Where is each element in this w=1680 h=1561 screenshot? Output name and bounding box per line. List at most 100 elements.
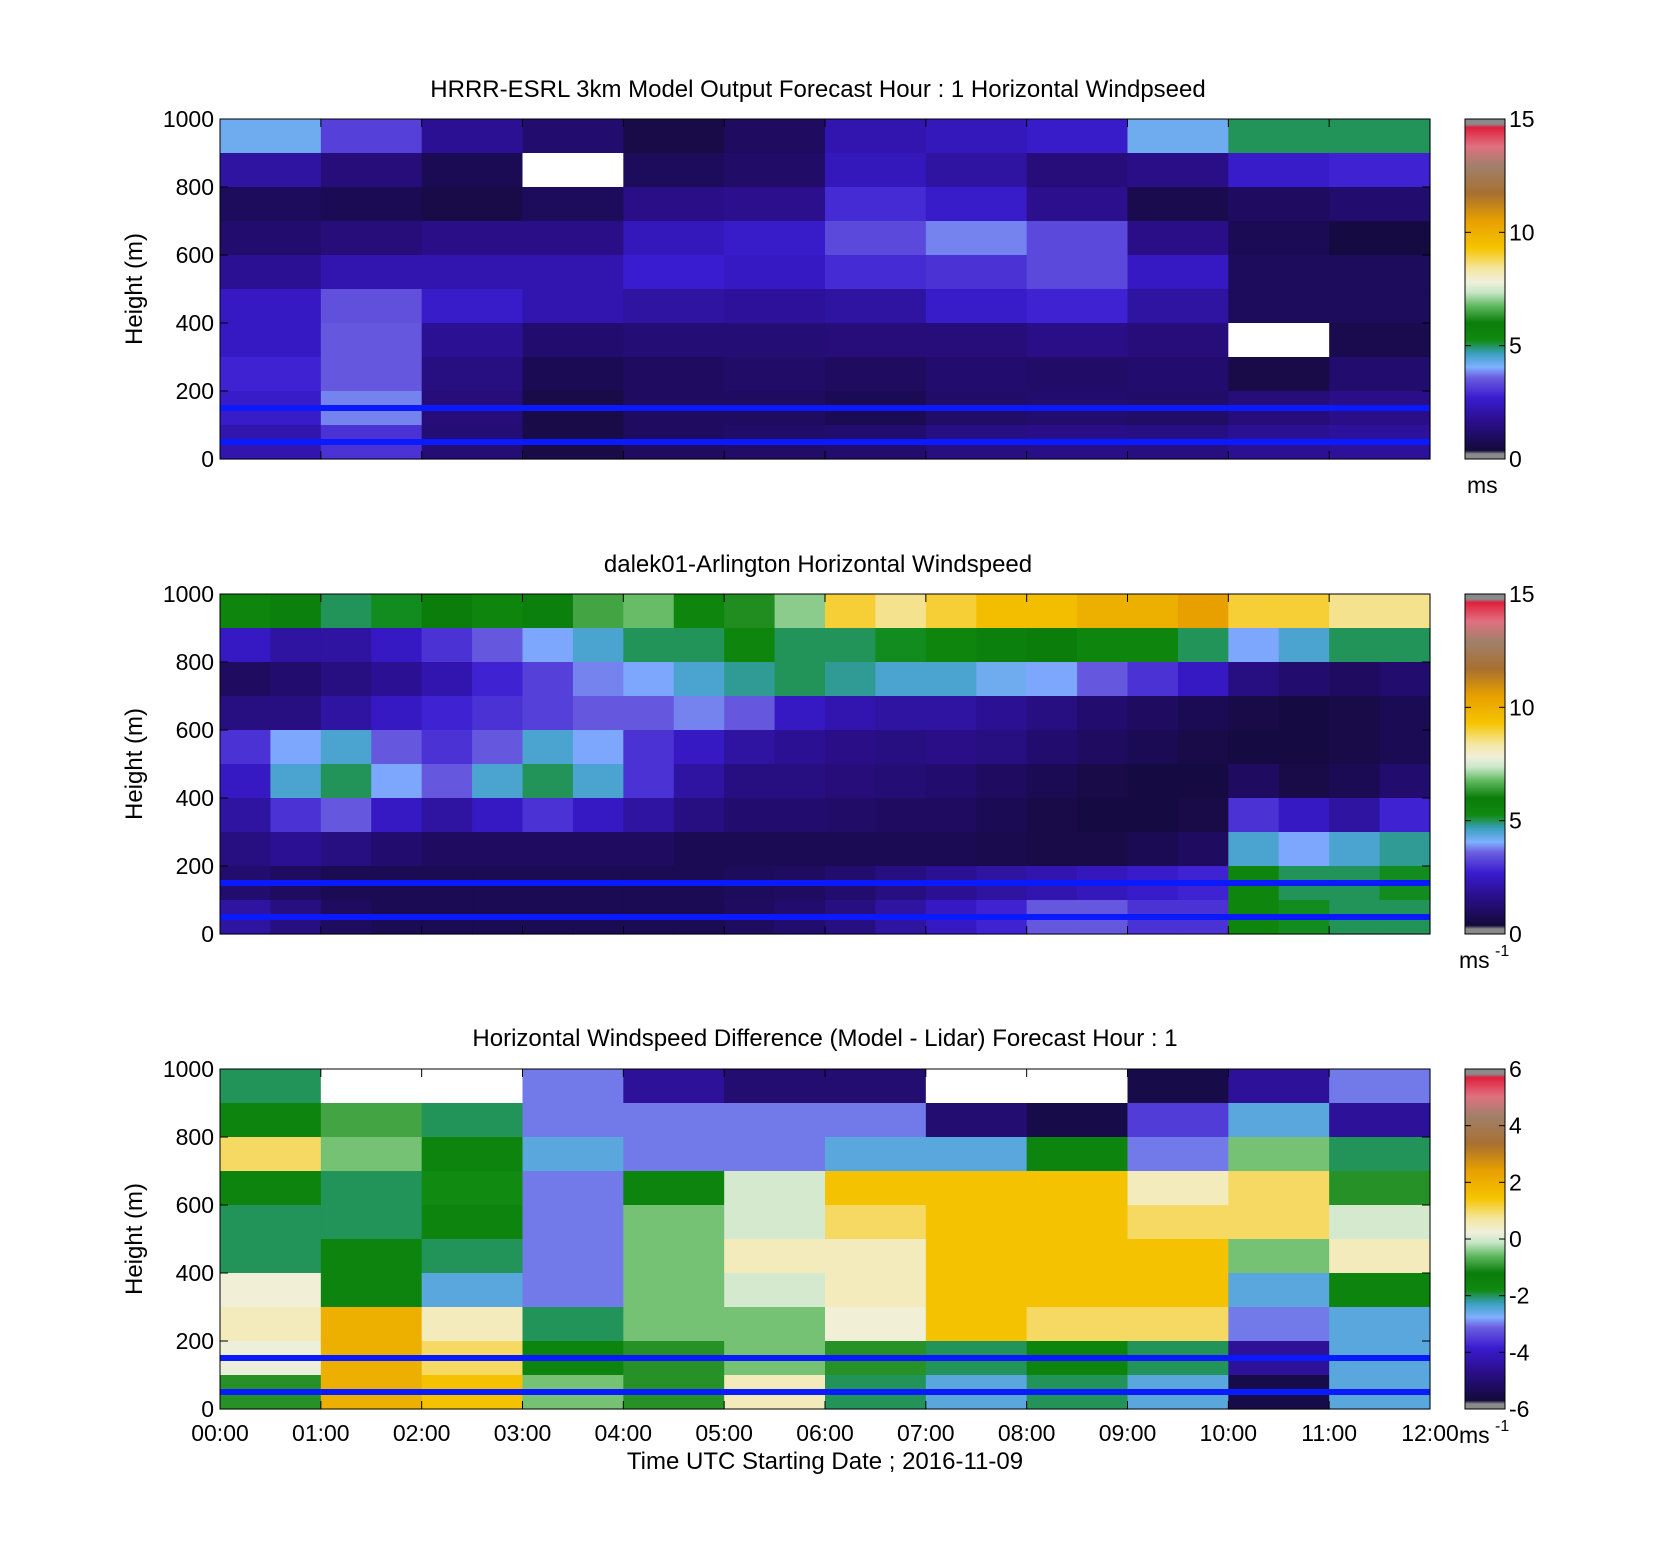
heatmap-cell <box>522 187 624 222</box>
heatmap-cell <box>572 832 624 867</box>
heatmap-cell <box>1329 1103 1431 1138</box>
y-tick-label: 1000 <box>163 106 214 132</box>
heatmap-cell <box>1329 1069 1431 1104</box>
y-tick-label: 400 <box>176 785 214 811</box>
heatmap-cell <box>925 1205 1028 1240</box>
heatmap-cell <box>1329 594 1381 629</box>
heatmap-cell <box>522 1069 624 1104</box>
heatmap-cell <box>925 323 1028 358</box>
panel-model: HRRR-ESRL 3km Model Output Forecast Hour… <box>121 76 1535 498</box>
heatmap-cell <box>724 1239 826 1274</box>
panel-difference-ref-lines <box>220 1355 1430 1395</box>
panel-model-colorbar: 0 5 10 15 ms <box>1464 106 1535 498</box>
heatmap-cell <box>1026 1273 1129 1308</box>
heatmap-cell <box>421 153 524 188</box>
x-tick-label: 04:00 <box>595 1420 653 1446</box>
heatmap-cell <box>623 357 725 392</box>
heatmap-cell <box>1177 730 1229 765</box>
heatmap-cell <box>522 221 624 256</box>
y-tick-label: 800 <box>176 649 214 675</box>
heatmap-cell <box>1127 1205 1229 1240</box>
heatmap-cell <box>1228 1205 1330 1240</box>
heatmap-cell <box>421 1137 524 1172</box>
heatmap-cell <box>472 730 524 765</box>
x-tick-label: 05:00 <box>695 1420 753 1446</box>
heatmap-cell <box>421 662 473 697</box>
heatmap-cell <box>421 119 524 154</box>
heatmap-cell <box>320 696 372 731</box>
heatmap-cell <box>1228 221 1330 256</box>
heatmap-cell <box>421 798 473 833</box>
heatmap-cell <box>270 696 322 731</box>
heatmap-cell <box>724 187 826 222</box>
heatmap-cell <box>825 832 877 867</box>
heatmap-cell <box>320 832 372 867</box>
heatmap-cell <box>270 730 322 765</box>
heatmap-cell <box>976 628 1028 663</box>
heatmap-cell <box>421 594 473 629</box>
heatmap-cell <box>1026 594 1078 629</box>
heatmap-cell <box>220 221 322 256</box>
heatmap-cell <box>1329 1171 1431 1206</box>
heatmap-cell <box>472 764 524 799</box>
heatmap-cell <box>1379 628 1431 663</box>
heatmap-cell <box>371 696 423 731</box>
heatmap-cell <box>724 1069 826 1104</box>
panel-lidar-yticks: 0 200 400 600 800 1000 <box>163 581 1430 947</box>
heatmap-cell <box>220 255 322 290</box>
heatmap-cell <box>1026 221 1129 256</box>
heatmap-cell <box>1177 594 1229 629</box>
heatmap-cell <box>522 357 624 392</box>
heatmap-cell <box>270 798 322 833</box>
y-tick-label: 0 <box>201 921 214 947</box>
heatmap-cell <box>724 255 826 290</box>
x-tick-label: 00:00 <box>191 1420 249 1446</box>
x-axis-label: Time UTC Starting Date ; 2016-11-09 <box>627 1448 1023 1475</box>
panel-lidar-ref-lines <box>220 880 1430 920</box>
heatmap-cell <box>825 119 927 154</box>
heatmap-cell <box>1026 1103 1129 1138</box>
heatmap-cell <box>1077 730 1129 765</box>
heatmap-cell <box>724 1137 826 1172</box>
heatmap-cell <box>320 1069 423 1104</box>
heatmap-cell <box>925 1239 1028 1274</box>
heatmap-cell <box>220 798 272 833</box>
heatmap-cell <box>472 662 524 697</box>
heatmap-cell <box>1177 696 1229 731</box>
panel-lidar-xticks <box>219 594 1431 934</box>
heatmap-cell <box>673 696 725 731</box>
heatmap-cell <box>1026 832 1078 867</box>
heatmap-cell <box>421 221 524 256</box>
heatmap-cell <box>1228 798 1280 833</box>
heatmap-cell <box>724 289 826 324</box>
heatmap-cell <box>220 153 322 188</box>
heatmap-cell <box>1228 1239 1330 1274</box>
heatmap-cell <box>421 323 524 358</box>
heatmap-cell <box>572 696 624 731</box>
heatmap-cell <box>1379 832 1431 867</box>
heatmap-cell <box>220 1239 322 1274</box>
heatmap-cell <box>925 1273 1028 1308</box>
x-tick-label: 02:00 <box>393 1420 451 1446</box>
heatmap-cell <box>572 798 624 833</box>
heatmap-cell <box>623 1307 725 1342</box>
colorbar-gradient <box>1464 593 1506 935</box>
heatmap-cell <box>1228 1171 1330 1206</box>
heatmap-cell <box>1329 323 1431 358</box>
heatmap-cell <box>925 255 1028 290</box>
heatmap-cell <box>320 798 372 833</box>
heatmap-cell <box>522 1103 624 1138</box>
heatmap-cell <box>572 662 624 697</box>
heatmap-cell <box>976 798 1028 833</box>
heatmap-cell <box>1228 764 1280 799</box>
heatmap-cell <box>220 594 272 629</box>
heatmap-cell <box>825 798 877 833</box>
heatmap-cell <box>1026 696 1078 731</box>
panel-model-xticks <box>219 119 1431 459</box>
heatmap-cell <box>1127 357 1229 392</box>
heatmap-cell <box>1026 255 1129 290</box>
colorbar-unit-label: ms <box>1459 947 1490 973</box>
panel-lidar: dalek01-Arlington Horizontal Windspeed 0… <box>121 551 1535 973</box>
heatmap-cell <box>220 1103 322 1138</box>
heatmap-cell <box>522 696 574 731</box>
